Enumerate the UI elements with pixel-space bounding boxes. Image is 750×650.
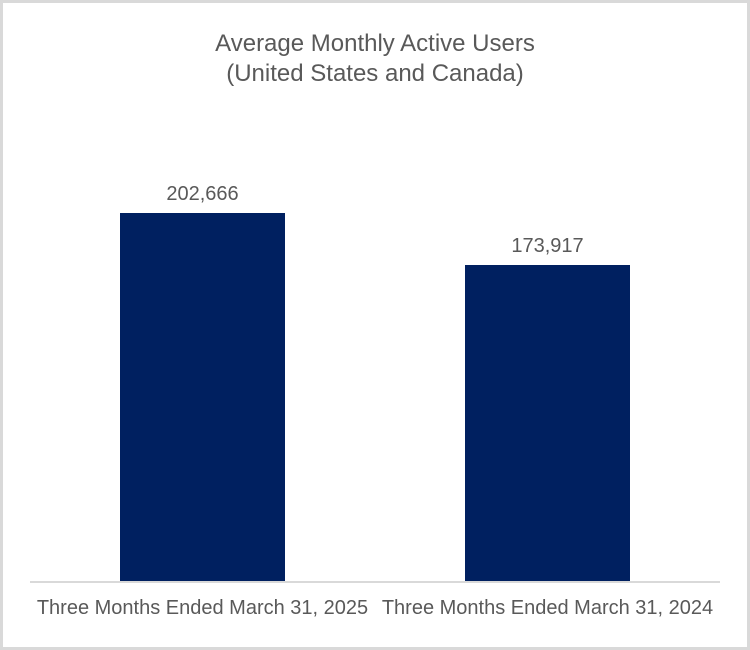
x-label-2024: Three Months Ended March 31, 2024 [381,597,714,619]
x-axis-labels: Three Months Ended March 31, 2025 Three … [30,597,720,620]
bar-2025 [120,213,285,582]
x-label-2025: Three Months Ended March 31, 2025 [36,597,369,619]
chart-title-line1: Average Monthly Active Users [215,30,535,57]
bar-2024 [465,265,630,582]
bar-value-label-2025: 202,666 [166,183,239,205]
chart-title: Average Monthly Active Users (United Sta… [3,29,747,89]
plot-area: 202,666 173,917 [30,103,720,582]
bar-group-2025: 202,666 [30,103,375,582]
bar-value-label-2024: 173,917 [511,235,584,257]
x-axis-line [30,581,720,583]
chart-title-line2: (United States and Canada) [226,60,524,87]
bar-group-2024: 173,917 [375,103,720,582]
